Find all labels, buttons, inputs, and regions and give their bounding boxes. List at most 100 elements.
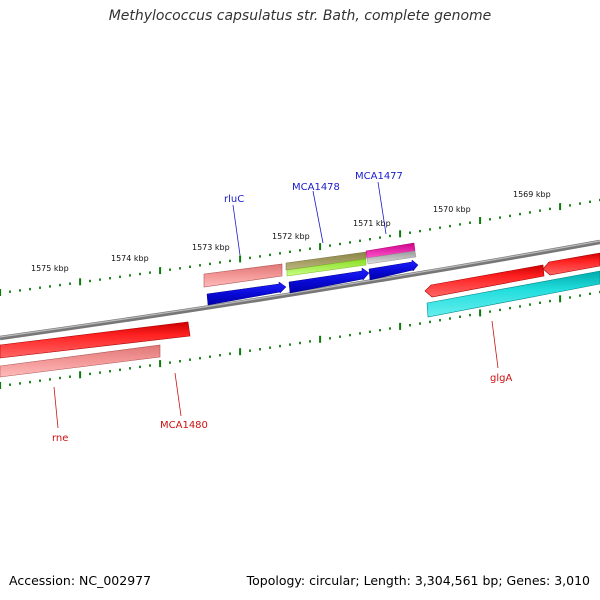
- label-leaders: [53, 181, 499, 429]
- gene-feature-rluC[interactable]: [203, 263, 283, 288]
- cds-arrow-MCA1477[interactable]: [368, 259, 419, 281]
- scale-minor-tick: [579, 202, 581, 205]
- scale-minor-tick: [229, 352, 231, 355]
- scale-minor-tick: [389, 327, 391, 330]
- gene-feature-rne[interactable]: [0, 321, 191, 359]
- scale-minor-tick: [579, 294, 581, 297]
- scale-minor-tick: [499, 308, 501, 312]
- scale-minor-tick: [289, 250, 291, 253]
- scale-minor-tick: [209, 262, 211, 266]
- gene-feature-MCA1480[interactable]: [0, 344, 161, 378]
- leader-MCA1478: [312, 190, 324, 244]
- scale-minor-tick: [119, 368, 121, 371]
- gene-feature-lime[interactable]: [286, 258, 367, 277]
- scale-label: 1575 kbp: [31, 264, 69, 273]
- scale-minor-tick: [129, 274, 131, 277]
- scale-major-tick: [479, 217, 482, 224]
- gene-feature-glgA-cyan[interactable]: [426, 270, 600, 318]
- scale-minor-tick: [39, 286, 41, 289]
- leader-MCA1480: [174, 372, 182, 417]
- scale-minor-tick: [459, 223, 461, 226]
- genome-title: Methylococcus capsulatus str. Bath, comp…: [108, 8, 492, 24]
- gene-label-rne[interactable]: rne: [52, 433, 68, 444]
- scale-label: 1574 kbp: [111, 254, 149, 263]
- scale-minor-tick: [519, 305, 521, 308]
- scale-minor-tick: [329, 337, 331, 340]
- scale-minor-tick: [349, 241, 351, 244]
- scale-minor-tick: [379, 329, 381, 332]
- gene-label-MCA1480[interactable]: MCA1480: [160, 420, 208, 431]
- scale-minor-tick: [279, 252, 281, 255]
- scale-minor-tick: [339, 335, 341, 338]
- scale-minor-tick: [379, 236, 381, 239]
- scale-minor-tick: [179, 267, 181, 270]
- scale-minor-tick: [229, 259, 231, 263]
- scale-minor-tick: [269, 346, 271, 349]
- scale-major-tick: [399, 322, 402, 330]
- genome-backbone: [0, 239, 600, 341]
- scale-labels: 1575 kbp 1574 kbp 1573 kbp 1572 kbp 1571…: [31, 190, 551, 273]
- gene-label-glgA[interactable]: glgA: [490, 373, 512, 384]
- scale-minor-tick: [129, 367, 131, 370]
- leader-rne: [53, 386, 59, 429]
- scale-minor-tick: [119, 275, 121, 278]
- scale-minor-tick: [169, 361, 171, 364]
- scale-label: 1570 kbp: [433, 205, 471, 214]
- scale-major-tick: [0, 382, 2, 389]
- inner-scale-track: [0, 290, 600, 389]
- scale-minor-tick: [259, 255, 261, 258]
- gene-feature-glgA-red[interactable]: [424, 264, 545, 298]
- scale-minor-tick: [109, 370, 111, 373]
- scale-minor-tick: [439, 226, 441, 229]
- gene-label-MCA1478[interactable]: MCA1478: [292, 182, 340, 193]
- cds-arrow-MCA1478[interactable]: [288, 267, 370, 294]
- gene-label-rluC[interactable]: rluC: [224, 194, 244, 205]
- scale-major-tick: [159, 267, 162, 275]
- scale-minor-tick: [359, 239, 361, 242]
- scale-minor-tick: [59, 376, 61, 380]
- scale-minor-tick: [509, 306, 511, 310]
- scale-minor-tick: [9, 383, 11, 386]
- scale-minor-tick: [249, 256, 251, 260]
- scale-minor-tick: [589, 200, 591, 203]
- scale-minor-tick: [329, 244, 331, 247]
- scale-minor-tick: [49, 285, 51, 288]
- scale-minor-tick: [569, 296, 571, 299]
- scale-major-tick: [399, 230, 402, 238]
- scale-minor-tick: [529, 211, 531, 214]
- gene-labels: rluC MCA1478 MCA1477 rne MCA1480 glgA: [52, 171, 512, 444]
- scale-major-tick: [559, 295, 562, 303]
- gene-feature-next-red[interactable]: [542, 252, 600, 276]
- scale-minor-tick: [279, 344, 281, 348]
- scale-major-tick: [319, 335, 322, 343]
- scale-minor-tick: [369, 330, 371, 333]
- scale-minor-tick: [49, 378, 51, 381]
- scale-minor-tick: [469, 221, 471, 224]
- gene-label-MCA1477[interactable]: MCA1477: [355, 171, 403, 182]
- gene-feature-gray[interactable]: [366, 250, 417, 265]
- scale-minor-tick: [149, 364, 151, 367]
- scale-minor-tick: [59, 283, 61, 287]
- scale-minor-tick: [499, 216, 501, 219]
- scale-minor-tick: [69, 375, 71, 378]
- scale-minor-tick: [309, 340, 311, 343]
- scale-minor-tick: [179, 360, 181, 363]
- scale-minor-tick: [529, 303, 531, 306]
- scale-minor-tick: [419, 322, 421, 325]
- outer-scale-track: [0, 198, 600, 296]
- scale-minor-tick: [199, 357, 201, 360]
- scale-minor-tick: [569, 204, 571, 207]
- scale-minor-tick: [199, 264, 201, 267]
- scale-label: 1573 kbp: [192, 243, 230, 252]
- scale-minor-tick: [289, 343, 291, 346]
- scale-minor-tick: [309, 247, 311, 250]
- scale-minor-tick: [459, 315, 461, 318]
- scale-minor-tick: [259, 348, 261, 351]
- scale-minor-tick: [299, 341, 301, 345]
- scale-major-tick: [239, 348, 242, 356]
- scale-minor-tick: [269, 253, 271, 257]
- scale-minor-tick: [29, 380, 31, 384]
- scale-minor-tick: [89, 279, 91, 283]
- scale-minor-tick: [169, 268, 171, 271]
- cds-arrow-rluC[interactable]: [206, 281, 287, 306]
